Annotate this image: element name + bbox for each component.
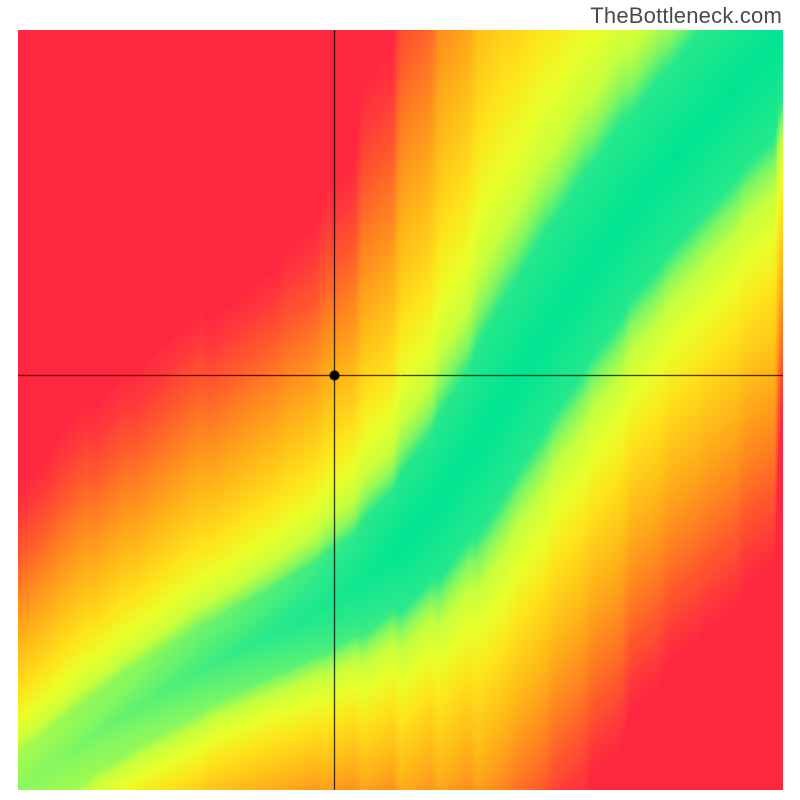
chart-container: TheBottleneck.com [0, 0, 800, 800]
heatmap-canvas [18, 30, 783, 790]
watermark-text: TheBottleneck.com [590, 3, 782, 29]
